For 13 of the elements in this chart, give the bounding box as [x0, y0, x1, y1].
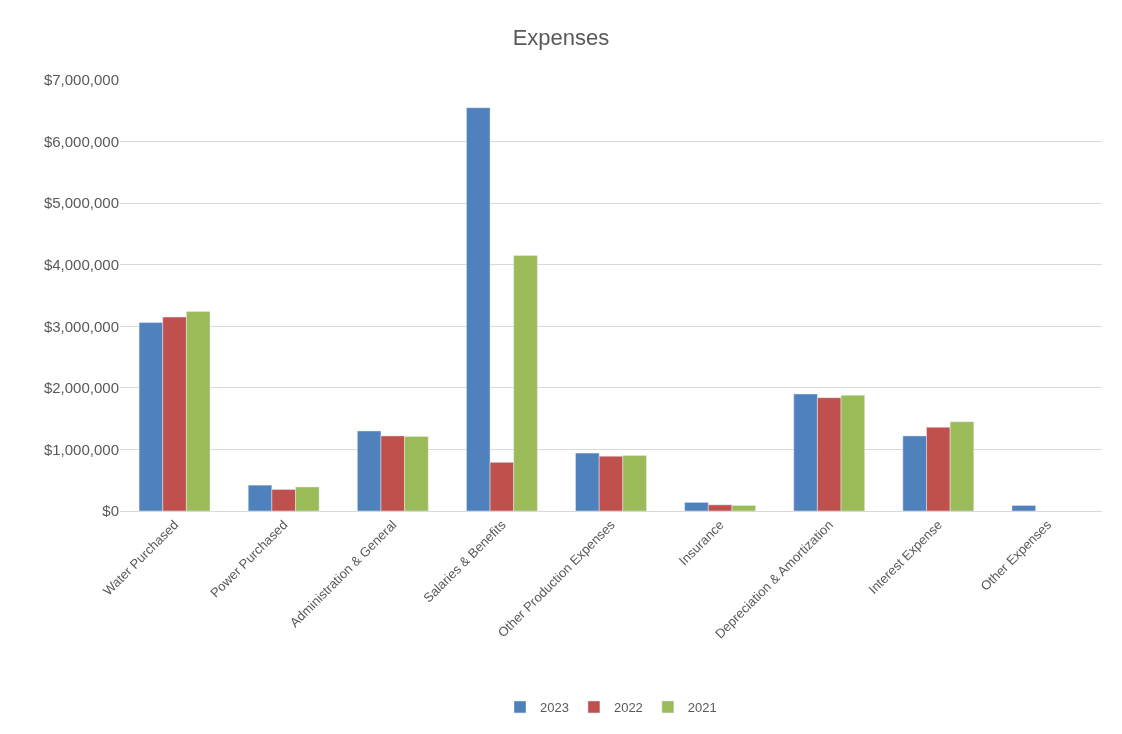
y-tick-label: $1,000,000: [43, 440, 119, 458]
y-tick-label: $4,000,000: [43, 255, 119, 273]
y-tick-label: $0: [102, 502, 119, 520]
chart-title: Expenses: [512, 24, 610, 50]
y-tick-label: $5,000,000: [43, 194, 119, 212]
y-tick-label: $3,000,000: [43, 317, 119, 335]
bar: [1011, 505, 1036, 511]
legend-label: 2023: [540, 700, 569, 716]
legend-label: 2022: [613, 700, 643, 716]
y-tick-label: $2,000,000: [43, 379, 119, 397]
y-tick-label: $7,000,000: [43, 71, 119, 89]
legend-label: 2021: [687, 700, 717, 716]
y-tick-label: $6,000,000: [43, 132, 119, 150]
